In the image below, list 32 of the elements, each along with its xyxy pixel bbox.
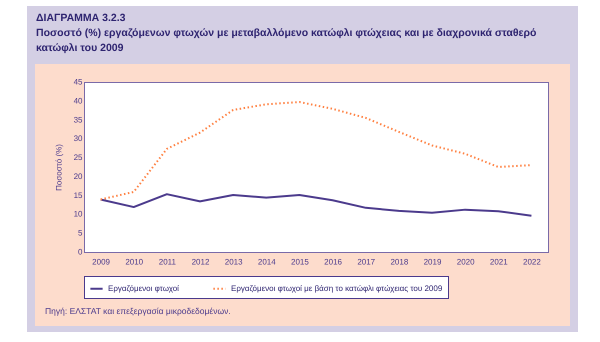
y-tick-label: 5 <box>78 228 84 238</box>
x-tick-label: 2010 <box>125 258 144 266</box>
y-tick-label: 40 <box>74 96 84 106</box>
line-series <box>100 193 532 217</box>
x-tick-label: 2019 <box>424 258 442 266</box>
x-tick-label: 2013 <box>224 258 244 266</box>
y-tick-label: 45 <box>74 78 84 86</box>
x-tick-label: 2017 <box>357 258 376 266</box>
chart-title: ΔΙΑΓΡΑΜΜΑ 3.2.3 <box>36 12 126 24</box>
x-tick-label: 2016 <box>324 258 343 266</box>
chart-subtitle: Ποσοστό (%) εργαζόμενων φτωχών με μεταβαλλόμενο κατώφλι φτώχειας και με διαχρονικά σταθερό κατώφλι του 2009 <box>36 26 538 56</box>
x-tick-label: 2020 <box>456 258 476 266</box>
x-tick-label: 2015 <box>291 258 310 266</box>
x-tick-label: 2009 <box>92 258 111 266</box>
x-tick-label: 2011 <box>158 258 177 266</box>
y-tick-label: 25 <box>74 153 84 162</box>
x-tick-label: 2014 <box>258 258 276 266</box>
x-tick-label: 2018 <box>390 258 409 266</box>
y-tick-label: 35 <box>74 115 84 124</box>
legend-label: Εργαζόμενοι φτωχοί με βάση το κατώφλι φτώχειας του 2009 <box>231 284 443 293</box>
x-tick-label: 2012 <box>192 258 210 266</box>
y-tick-label: 10 <box>74 210 84 219</box>
y-tick-label: 15 <box>74 190 84 200</box>
text: Πηγή: ΕΛΣΤΑΤ και επεξεργασία μικροδεδομένων. <box>45 306 231 316</box>
x-tick-label: 2022 <box>523 258 542 266</box>
y-tick-label: 20 <box>74 172 84 181</box>
y-tick-label: 30 <box>74 134 84 144</box>
y-tick-label: 0 <box>78 248 84 256</box>
legend-label: Εργαζόμενοι φτωχοί <box>108 284 180 293</box>
y-axis-title: Ποσοστό (%) <box>54 144 64 191</box>
x-tick-label: 2021 <box>490 258 508 266</box>
line-series <box>100 101 532 200</box>
